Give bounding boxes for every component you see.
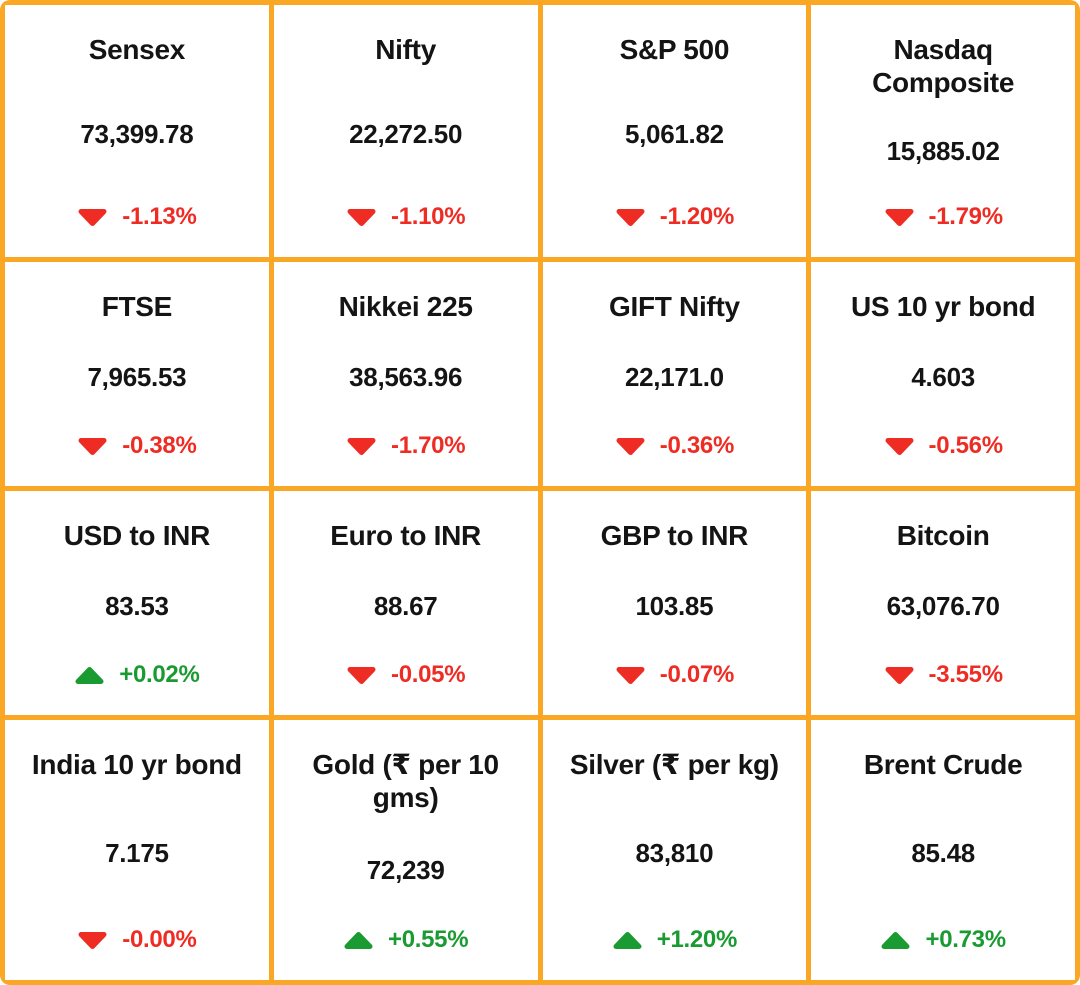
card-change-text: +0.73% xyxy=(925,926,1006,953)
triangle-down-icon xyxy=(77,931,108,950)
card-change: -0.00% xyxy=(77,926,197,954)
card-value: 15,885.02 xyxy=(886,135,1000,166)
card-change-text: -0.05% xyxy=(391,661,466,688)
market-card: Silver (₹ per kg) 83,810 +1.20% xyxy=(542,720,807,980)
card-change-text: -1.10% xyxy=(391,203,466,230)
market-card: Nasdaq Composite 15,885.02 -1.79% xyxy=(811,5,1075,257)
card-change: -3.55% xyxy=(884,661,1003,689)
card-change-text: -0.07% xyxy=(659,661,735,688)
market-card: Nikkei 225 38,563.96 -1.70% xyxy=(273,262,538,486)
card-title: Euro to INR xyxy=(330,520,481,551)
triangle-down-icon xyxy=(615,437,646,456)
card-value: 83.53 xyxy=(105,591,169,622)
card-value: 5,061.82 xyxy=(624,119,724,150)
card-change-text: -0.56% xyxy=(928,432,1004,459)
card-title: FTSE xyxy=(101,291,173,322)
card-change: -0.05% xyxy=(346,661,466,689)
card-change: +0.73% xyxy=(880,926,1006,954)
market-card: S&P 500 5,061.82 -1.20% xyxy=(542,5,807,257)
card-value: 22,272.50 xyxy=(349,119,463,150)
card-change: -0.56% xyxy=(884,432,1003,460)
triangle-up-icon xyxy=(880,931,911,950)
card-change: -1.70% xyxy=(346,432,466,460)
card-value: 72,239 xyxy=(366,854,445,885)
card-change: -1.13% xyxy=(77,203,197,231)
triangle-down-icon xyxy=(346,437,377,456)
card-title: Brent Crude xyxy=(863,749,1023,780)
card-value: 7.175 xyxy=(105,838,169,869)
card-change: -1.10% xyxy=(346,203,466,231)
card-title: GIFT Nifty xyxy=(608,291,740,322)
card-change-text: +0.02% xyxy=(119,661,200,688)
card-title: India 10 yr bond xyxy=(31,749,242,780)
market-card: Brent Crude 85.48 +0.73% xyxy=(811,720,1075,980)
card-title: GBP to INR xyxy=(600,520,749,551)
card-value: 85.48 xyxy=(911,838,975,869)
triangle-up-icon xyxy=(74,666,105,685)
card-value: 73,399.78 xyxy=(80,119,194,150)
market-card: GIFT Nifty 22,171.0 -0.36% xyxy=(542,262,807,486)
card-change-text: +0.55% xyxy=(387,926,469,953)
card-change: -0.36% xyxy=(615,432,734,460)
card-title: Silver (₹ per kg) xyxy=(569,749,779,780)
triangle-down-icon xyxy=(615,666,646,685)
card-value: 4.603 xyxy=(911,362,975,393)
card-change: -1.79% xyxy=(884,203,1003,231)
card-change-text: -0.00% xyxy=(122,926,197,953)
market-card: Nifty 22,272.50 -1.10% xyxy=(273,5,538,257)
market-card: US 10 yr bond 4.603 -0.56% xyxy=(811,262,1075,486)
triangle-down-icon xyxy=(884,437,915,456)
card-title: Sensex xyxy=(88,34,186,65)
market-card: FTSE 7,965.53 -0.38% xyxy=(5,262,269,486)
card-change-text: -1.20% xyxy=(659,203,735,230)
card-title: US 10 yr bond xyxy=(850,291,1036,322)
triangle-down-icon xyxy=(884,666,915,685)
card-title: Nifty xyxy=(375,34,436,65)
market-card: Euro to INR 88.67 -0.05% xyxy=(273,491,538,715)
triangle-down-icon xyxy=(77,437,108,456)
triangle-down-icon xyxy=(615,208,646,227)
card-change-text: +1.20% xyxy=(656,926,738,953)
card-change-text: -0.38% xyxy=(122,432,197,459)
card-title: Bitcoin xyxy=(896,520,990,551)
card-value: 38,563.96 xyxy=(349,362,463,393)
market-card: Sensex 73,399.78 -1.13% xyxy=(5,5,269,257)
triangle-down-icon xyxy=(346,666,377,685)
card-change: -0.38% xyxy=(77,432,197,460)
card-change-text: -1.70% xyxy=(391,432,466,459)
card-change: +1.20% xyxy=(612,926,737,954)
triangle-down-icon xyxy=(77,208,108,227)
card-change: +0.55% xyxy=(343,926,469,954)
market-card: Gold (₹ per 10 gms) 72,239 +0.55% xyxy=(273,720,538,980)
card-value: 63,076.70 xyxy=(886,591,1000,622)
triangle-up-icon xyxy=(612,931,643,950)
card-title: Gold (₹ per 10 gms) xyxy=(312,749,499,814)
card-change-text: -1.79% xyxy=(928,203,1004,230)
card-title: USD to INR xyxy=(63,520,211,551)
triangle-down-icon xyxy=(884,208,915,227)
triangle-up-icon xyxy=(343,931,374,950)
card-change-text: -3.55% xyxy=(928,661,1004,688)
card-title: S&P 500 xyxy=(619,34,730,65)
market-card: Bitcoin 63,076.70 -3.55% xyxy=(811,491,1075,715)
card-change: -1.20% xyxy=(615,203,734,231)
card-change-text: -1.13% xyxy=(122,203,197,230)
card-value: 7,965.53 xyxy=(87,362,187,393)
card-value: 103.85 xyxy=(635,591,714,622)
card-value: 22,171.0 xyxy=(624,362,724,393)
card-change: +0.02% xyxy=(74,661,200,689)
card-value: 88.67 xyxy=(373,591,438,622)
triangle-down-icon xyxy=(346,208,377,227)
market-card: GBP to INR 103.85 -0.07% xyxy=(542,491,807,715)
card-title: Nasdaq Composite xyxy=(872,34,1015,99)
market-card: India 10 yr bond 7.175 -0.00% xyxy=(5,720,269,980)
card-title: Nikkei 225 xyxy=(338,291,473,322)
card-value: 83,810 xyxy=(635,838,714,869)
card-change-text: -0.36% xyxy=(659,432,735,459)
market-card: USD to INR 83.53 +0.02% xyxy=(5,491,269,715)
card-change: -0.07% xyxy=(615,661,734,689)
